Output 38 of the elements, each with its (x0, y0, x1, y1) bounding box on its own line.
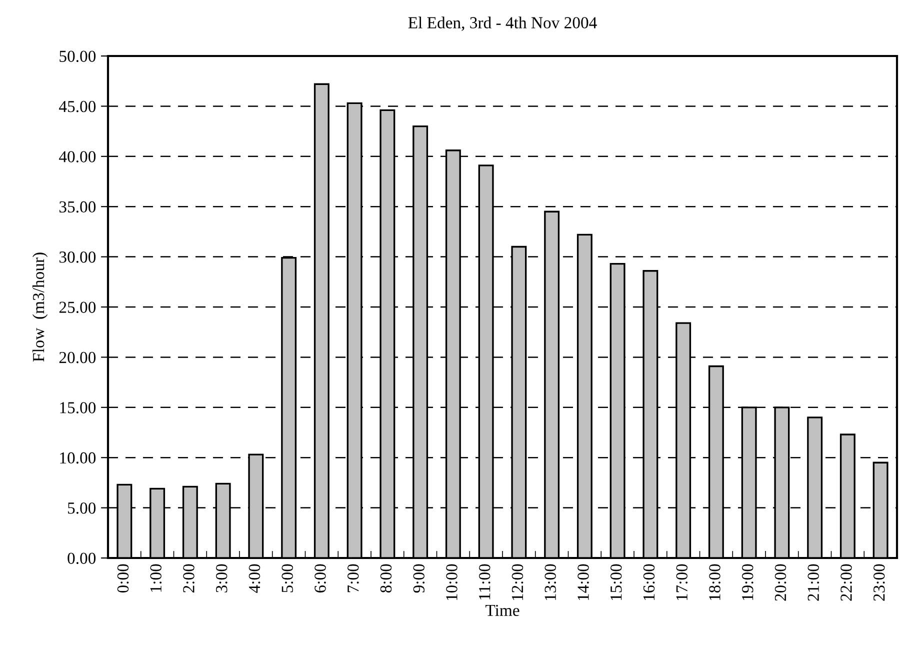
x-tick-label: 15:00 (610, 564, 622, 600)
x-tick-label: 11:00 (478, 564, 490, 600)
chart-title: El Eden, 3rd - 4th Nov 2004 (408, 16, 597, 31)
x-tick-label: 3:00 (216, 564, 228, 592)
y-tick-label: 5.00 (68, 502, 96, 514)
x-tick-label: 13:00 (544, 564, 556, 600)
y-tick-label: 20.00 (59, 352, 96, 364)
x-tick-label: 10:00 (446, 564, 458, 600)
x-tick-label: 20:00 (774, 564, 786, 601)
x-tick-label: 16:00 (643, 564, 655, 600)
x-tick-label: 2:00 (183, 564, 194, 592)
x-tick-label: 23:00 (873, 564, 885, 601)
y-tick-label: 30.00 (59, 252, 96, 263)
x-tick-label: 0:00 (117, 564, 129, 593)
x-tick-label: 14:00 (578, 564, 589, 600)
x-tick-label: 4:00 (248, 564, 260, 593)
y-tick-label: 50.00 (60, 50, 96, 62)
y-axis-title: Flow (m3/hour) (32, 252, 48, 362)
y-tick-label: 10.00 (60, 452, 96, 464)
x-tick-label: 8:00 (380, 564, 392, 593)
y-tick-label: 25.00 (59, 302, 96, 314)
x-tick-label: 1:00 (150, 564, 162, 592)
y-tick-label: 0.00 (68, 552, 96, 564)
x-tick-label: 19:00 (742, 564, 754, 600)
y-tick-label: 35.00 (59, 201, 96, 213)
y-tick-label: 15.00 (60, 402, 96, 414)
y-tick-label: 45.00 (59, 100, 96, 112)
x-tick-label: 21:00 (808, 564, 820, 601)
x-tick-label: 9:00 (413, 564, 425, 593)
x-axis-title: Time (486, 604, 520, 616)
y-tick-label: 40.00 (59, 151, 96, 162)
x-tick-label: 5:00 (282, 564, 294, 592)
x-tick-label: 17:00 (676, 564, 688, 600)
x-tick-label: 6:00 (314, 564, 326, 592)
x-tick-label: 7:00 (347, 564, 359, 592)
x-tick-label: 22:00 (840, 564, 852, 601)
x-tick-label: 18:00 (709, 564, 720, 600)
x-tick-label: 12:00 (512, 564, 524, 600)
